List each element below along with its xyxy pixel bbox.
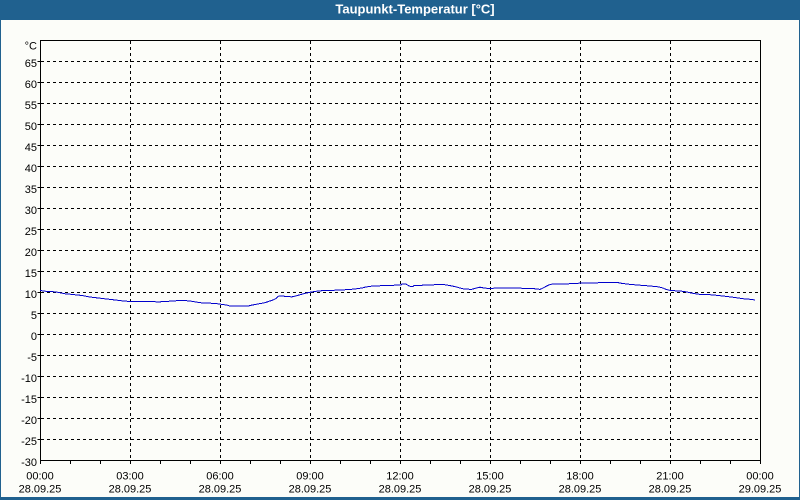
svg-text:00:00: 00:00	[746, 470, 774, 482]
svg-text:65: 65	[25, 58, 37, 70]
svg-text:28.09.25: 28.09.25	[559, 483, 602, 495]
svg-text:0: 0	[31, 331, 37, 343]
svg-text:18:00: 18:00	[566, 470, 594, 482]
svg-text:28.09.25: 28.09.25	[289, 483, 332, 495]
svg-text:40: 40	[25, 163, 37, 175]
svg-text:28.09.25: 28.09.25	[469, 483, 512, 495]
svg-text:10: 10	[25, 289, 37, 301]
svg-text:50: 50	[25, 121, 37, 133]
svg-text:00:00: 00:00	[26, 470, 54, 482]
svg-text:15: 15	[25, 268, 37, 280]
svg-text:21:00: 21:00	[656, 470, 684, 482]
svg-text:28.09.25: 28.09.25	[199, 483, 242, 495]
svg-text:-25: -25	[21, 436, 37, 448]
svg-text:28.09.25: 28.09.25	[649, 483, 692, 495]
svg-text:03:00: 03:00	[116, 470, 144, 482]
svg-text:-30: -30	[21, 457, 37, 469]
svg-text:-20: -20	[21, 415, 37, 427]
svg-text:60: 60	[25, 79, 37, 91]
svg-text:28.09.25: 28.09.25	[109, 483, 152, 495]
svg-text:-15: -15	[21, 394, 37, 406]
svg-text:45: 45	[25, 142, 37, 154]
svg-text:35: 35	[25, 184, 37, 196]
svg-text:25: 25	[25, 226, 37, 238]
svg-text:28.09.25: 28.09.25	[19, 483, 62, 495]
svg-text:28.09.25: 28.09.25	[379, 483, 422, 495]
svg-text:15:00: 15:00	[476, 470, 504, 482]
svg-text:5: 5	[31, 310, 37, 322]
svg-text:30: 30	[25, 205, 37, 217]
svg-text:12:00: 12:00	[386, 470, 414, 482]
svg-text:Taupunkt-Temperatur [°C]: Taupunkt-Temperatur [°C]	[335, 1, 494, 16]
svg-text:°C: °C	[25, 41, 37, 53]
svg-text:55: 55	[25, 100, 37, 112]
svg-text:20: 20	[25, 247, 37, 259]
svg-text:29.09.25: 29.09.25	[739, 483, 782, 495]
svg-text:09:00: 09:00	[296, 470, 324, 482]
svg-text:06:00: 06:00	[206, 470, 234, 482]
svg-text:-10: -10	[21, 373, 37, 385]
svg-text:-5: -5	[27, 352, 37, 364]
